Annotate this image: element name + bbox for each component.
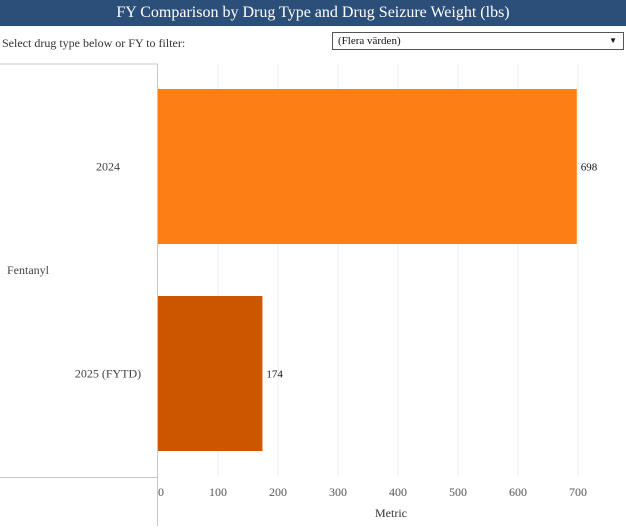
x-tick-label: 200 bbox=[269, 485, 287, 499]
x-tick-label: 500 bbox=[449, 485, 467, 499]
filter-label: Select drug type below or FY to filter: bbox=[2, 36, 186, 50]
x-tick-label: 700 bbox=[569, 485, 587, 499]
bar-0 bbox=[158, 89, 577, 244]
x-tick-label: 600 bbox=[509, 485, 527, 499]
dropdown-arrow-icon[interactable]: ▼ bbox=[609, 36, 617, 45]
x-tick-label: 100 bbox=[209, 485, 227, 499]
category-label: 2025 (FYTD) bbox=[75, 367, 141, 381]
group-label-fentanyl: Fentanyl bbox=[7, 263, 50, 277]
data-label: 174 bbox=[266, 369, 283, 381]
filter-selected-value: (Flera värden) bbox=[338, 35, 401, 47]
drug-type-filter-dropdown[interactable]: (Flera värden) ▼ bbox=[332, 32, 624, 50]
x-tick-label: 0 bbox=[158, 485, 164, 499]
chart-title: FY Comparison by Drug Type and Drug Seiz… bbox=[0, 0, 626, 26]
x-tick-label: 300 bbox=[329, 485, 347, 499]
x-axis-title: Metric bbox=[375, 506, 407, 520]
x-tick-label: 400 bbox=[389, 485, 407, 499]
bar-1 bbox=[158, 296, 263, 451]
category-label: 2024 bbox=[96, 160, 120, 174]
data-label: 698 bbox=[581, 162, 598, 174]
